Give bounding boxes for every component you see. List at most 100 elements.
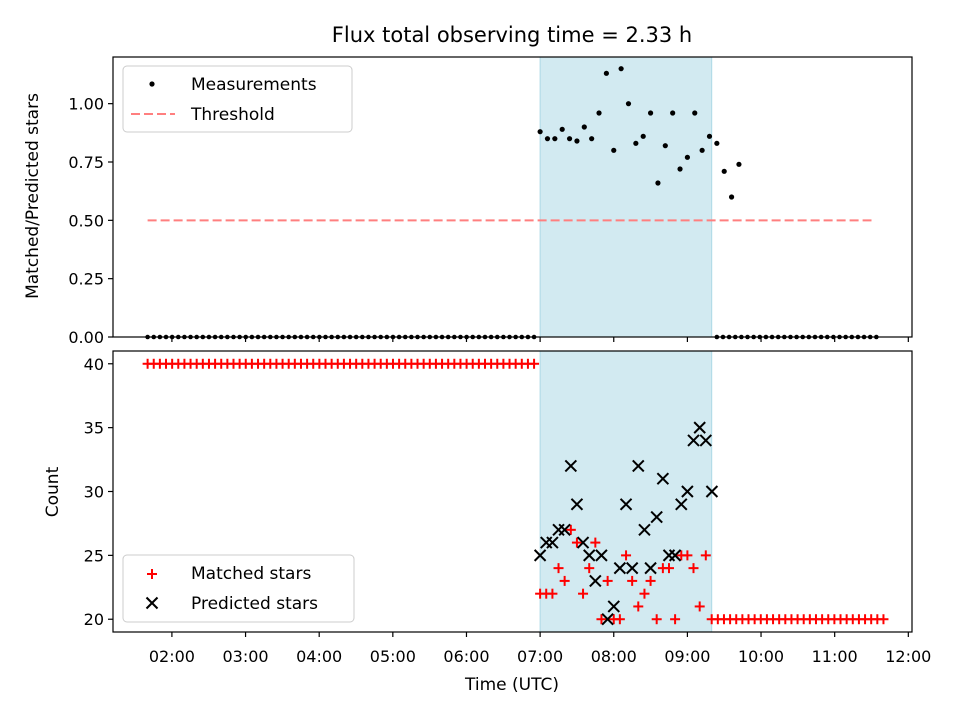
x-tick-label-2: 04:00 — [296, 647, 342, 666]
matched-star-14 — [621, 550, 632, 561]
predicted-star-12 — [607, 600, 620, 613]
matched-star-19 — [651, 614, 662, 625]
matched-star-15 — [627, 575, 638, 586]
top-panel: 0.00 0.25 0.50 0.75 1.00 Measurements Threshol… — [68, 56, 913, 347]
measurement-point-21 — [692, 110, 698, 116]
measurement-point-2 — [552, 136, 558, 142]
bottom-legend: Matched stars Predicted stars — [122, 554, 355, 623]
legend-measurements-marker — [149, 81, 155, 87]
measurement-point-7 — [589, 136, 595, 142]
legend-matched-marker — [147, 569, 157, 579]
matched-star-27 — [700, 550, 711, 561]
predicted-star-19-b — [650, 510, 663, 524]
predicted-star-17 — [638, 523, 651, 537]
x-tick-label-0: 02:00 — [149, 647, 195, 666]
matched-star-16 — [633, 601, 644, 612]
matched-star-3 — [553, 563, 564, 574]
measurement-point-6 — [581, 124, 587, 130]
predicted-star-15-b — [625, 561, 639, 575]
measurement-point-16 — [655, 180, 661, 186]
legend-predicted-label: Predicted stars — [191, 594, 318, 614]
matched-star-4 — [559, 575, 570, 586]
measurement-point-24 — [714, 140, 720, 146]
matched-star-18 — [645, 575, 656, 586]
matched-star-24 — [682, 550, 693, 561]
predicted-star-22-b — [668, 549, 682, 562]
top-y-tick-label-0: 0.00 — [68, 328, 104, 347]
measurement-point-3 — [559, 126, 565, 132]
x-tick-label-8: 10:00 — [738, 647, 784, 666]
predicted-star-9 — [589, 574, 602, 588]
measurement-point-27 — [736, 161, 742, 167]
legend-measurements-label: Measurements — [191, 75, 317, 95]
predicted-star-9-b — [589, 574, 602, 588]
measurement-point-10 — [611, 147, 617, 153]
measurement-point-15 — [647, 110, 654, 116]
predicted-star-20 — [656, 472, 670, 485]
x-tick-label-9: 11:00 — [812, 647, 858, 666]
predicted-star-14 — [619, 498, 633, 511]
matched-star-13 — [614, 614, 625, 625]
predicted-star-5-b — [564, 459, 578, 473]
matched-star-17 — [639, 588, 650, 599]
predicted-star-20-b — [656, 472, 670, 485]
predicted-star-15 — [625, 561, 639, 575]
predicted-star-14-b — [619, 498, 633, 511]
predicted-star-10 — [595, 549, 608, 562]
x-tick-label-7: 09:00 — [664, 647, 710, 666]
top-y-tick-label-2: 0.50 — [68, 211, 104, 230]
bottom-legend-box — [122, 554, 355, 623]
predicted-star-19 — [650, 510, 663, 524]
measurement-point-25 — [721, 168, 727, 174]
measurement-point-23 — [706, 133, 713, 139]
matched-star-22 — [670, 614, 681, 625]
bottom-panel: 02:00 03:00 04:00 05:00 06:00 07:00 08:00 09:00… — [84, 350, 931, 666]
top-axes-frame — [112, 56, 913, 338]
measurement-point-18 — [670, 110, 676, 116]
matched-star-6 — [571, 537, 582, 548]
measurement-point-0 — [537, 129, 543, 135]
predicted-star-0 — [533, 549, 547, 562]
predicted-star-11 — [601, 613, 614, 626]
predicted-star-24-b — [681, 485, 694, 498]
bottom-y-tick-label-3: 35 — [84, 419, 104, 438]
predicted-star-13-b — [613, 561, 627, 575]
legend-predicted-marker — [145, 596, 159, 610]
predicted-star-4 — [558, 523, 571, 537]
measurement-point-26 — [728, 194, 735, 200]
x-tick-label-3: 05:00 — [370, 647, 416, 666]
predicted-star-18-b — [644, 561, 657, 575]
predicted-star-6-b — [570, 498, 584, 511]
measurement-point-9 — [603, 70, 609, 76]
predicted-star-8 — [583, 549, 596, 562]
chart-title: Flux total observing time = 2.33 h — [332, 23, 692, 47]
top-legend: Measurements Threshold — [122, 65, 353, 133]
matched-star-7 — [578, 588, 589, 599]
matched-star-fixed-0-63 — [529, 358, 540, 369]
x-axis-label: Time (UTC) — [464, 675, 559, 695]
top-y-tick-label-4: 1.00 — [68, 95, 104, 114]
predicted-star-2 — [546, 536, 559, 549]
measurement-point-22 — [699, 147, 705, 153]
predicted-star-2-b — [546, 536, 559, 549]
bottom-y-tick-label-2: 30 — [84, 483, 104, 502]
top-y-tick-label-1: 0.25 — [68, 270, 104, 289]
matched-star-11 — [602, 575, 613, 586]
bottom-y-tick-label-0: 20 — [84, 610, 104, 629]
top-y-axis-label: Matched/Predicted stars — [23, 93, 43, 299]
bottom-observing-window — [539, 350, 713, 633]
measurement-point-13 — [633, 140, 639, 146]
measurement-point-8 — [596, 110, 602, 116]
measurement-point-11 — [618, 66, 624, 72]
measurement-point-14 — [640, 133, 646, 139]
measurement-point-5 — [574, 138, 580, 144]
legend-matched-label: Matched stars — [191, 564, 311, 584]
predicted-star-11-b — [601, 613, 614, 626]
matched-star-5 — [565, 524, 576, 535]
predicted-star-18 — [644, 561, 657, 575]
predicted-star-23 — [675, 498, 688, 511]
matched-star-25 — [688, 563, 699, 574]
predicted-star-16 — [632, 459, 645, 473]
predicted-star-25 — [687, 434, 700, 447]
x-tick-label-5: 07:00 — [517, 647, 563, 666]
